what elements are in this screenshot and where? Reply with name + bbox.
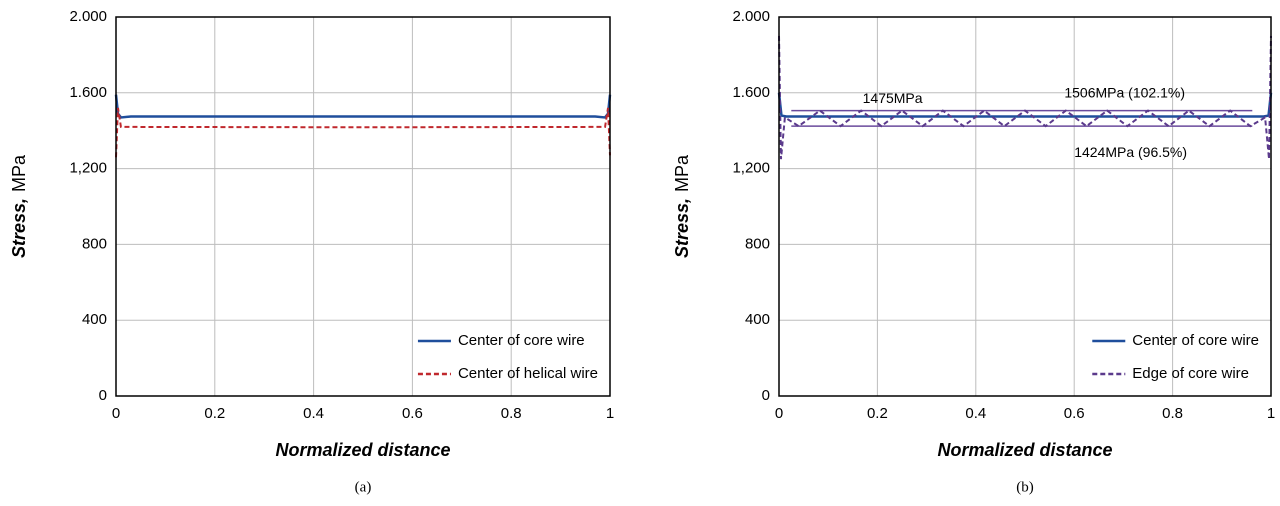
plot-frame bbox=[115, 16, 611, 397]
y-axis-label-emph: Stress, bbox=[672, 198, 692, 258]
legend: Center of core wire Edge of core wire bbox=[1092, 332, 1259, 382]
chart-panel: 0 400 800 1,200 1.600 2.000 0 0.2 0.4 0.6 0.8 1 Cent… bbox=[9, 8, 614, 495]
legend-label: Edge of core wire bbox=[1132, 365, 1249, 382]
x-tick-label: 0.4 bbox=[303, 405, 324, 422]
x-tick-label: 0 bbox=[775, 405, 783, 422]
y-tick-label: 0 bbox=[99, 387, 107, 404]
chart-panel: 0 400 800 1,200 1.600 2.000 0 0.2 0.4 0.6 0.8 1 1475… bbox=[672, 8, 1275, 495]
y-tick-label: 1.600 bbox=[732, 84, 770, 101]
y-tick-label: 2.000 bbox=[732, 8, 770, 25]
series-line bbox=[778, 35, 1272, 160]
y-tick-label: 1,200 bbox=[732, 160, 770, 177]
legend-label: Center of core wire bbox=[1132, 332, 1259, 349]
y-tick-label: 400 bbox=[745, 311, 770, 328]
x-axis-label: Normalized distance bbox=[937, 440, 1112, 460]
y-tick-label: 1.600 bbox=[69, 84, 107, 101]
caption: (b) bbox=[1016, 479, 1034, 495]
caption: (a) bbox=[355, 479, 372, 495]
y-tick-label: 0 bbox=[762, 387, 770, 404]
annotation: 1506MPa (102.1%) bbox=[1064, 84, 1185, 100]
y-tick-label: 800 bbox=[745, 235, 770, 252]
series-line bbox=[115, 107, 611, 158]
x-tick-label: 0 bbox=[112, 405, 120, 422]
x-tick-label: 1 bbox=[606, 405, 614, 422]
x-tick-label: 0.2 bbox=[867, 405, 888, 422]
x-tick-label: 1 bbox=[1267, 405, 1275, 422]
y-axis-label: Stress, MPa bbox=[672, 154, 692, 258]
series-line bbox=[777, 92, 1273, 118]
y-tick-label: 1,200 bbox=[69, 160, 107, 177]
y-tick-label: 2.000 bbox=[69, 8, 107, 25]
legend-label: Center of helical wire bbox=[458, 365, 598, 382]
annotation: 1424MPa (96.5%) bbox=[1074, 144, 1187, 160]
x-tick-label: 0.6 bbox=[402, 405, 423, 422]
legend-label: Center of core wire bbox=[458, 332, 585, 349]
x-tick-label: 0.4 bbox=[965, 405, 986, 422]
x-tick-label: 0.8 bbox=[1162, 405, 1183, 422]
annotation: 1475MPa bbox=[863, 90, 923, 106]
y-axis-label-emph: Stress, bbox=[9, 198, 29, 258]
legend: Center of core wire Center of helical wir… bbox=[417, 332, 598, 382]
y-axis-label-unit: MPa bbox=[9, 154, 29, 192]
y-axis-label: Stress, MPa bbox=[9, 154, 29, 258]
x-tick-label: 0.2 bbox=[204, 405, 225, 422]
y-tick-label: 800 bbox=[82, 235, 107, 252]
y-tick-label: 400 bbox=[82, 311, 107, 328]
y-axis-label-unit: MPa bbox=[672, 154, 692, 192]
plot-frame bbox=[778, 16, 1272, 397]
x-axis-label: Normalized distance bbox=[275, 440, 450, 460]
x-tick-label: 0.8 bbox=[501, 405, 522, 422]
x-tick-label: 0.6 bbox=[1064, 405, 1085, 422]
series-line bbox=[114, 94, 612, 119]
